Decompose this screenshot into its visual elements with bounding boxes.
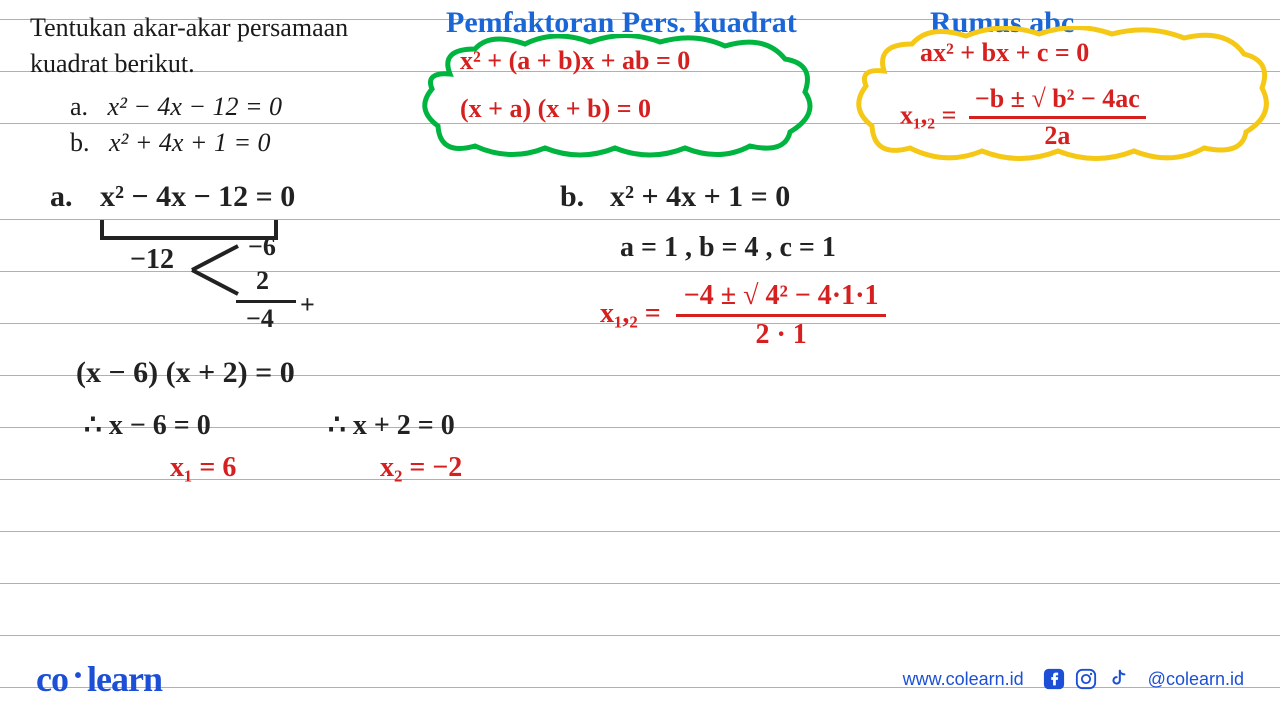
yellow-cloud-x12: x₁,₂ = −b ± √ b² − 4ac 2a — [900, 84, 1146, 151]
logo: co·learn — [36, 658, 162, 700]
work-b-den: 2 · 1 — [676, 317, 887, 351]
work-b-label: b. — [560, 180, 584, 214]
work-b-eq: x² + 4x + 1 = 0 — [610, 180, 790, 214]
yellow-den: 2a — [969, 119, 1146, 151]
work-a-minus12: −12 — [130, 244, 174, 276]
branch-icon — [188, 240, 248, 300]
item-a-label: a. — [70, 92, 88, 121]
work-a-there2: ∴ x + 2 = 0 — [328, 408, 455, 442]
green-cloud-line1: x² + (a + b)x + ab = 0 — [460, 46, 690, 76]
branch-bot: 2 — [256, 266, 269, 296]
website-link[interactable]: www.colearn.id — [903, 669, 1024, 690]
yellow-num: −b ± √ b² − 4ac — [969, 84, 1146, 119]
branch-top: −6 — [248, 232, 276, 262]
facebook-icon[interactable] — [1042, 667, 1066, 691]
work-a-eq: x² − 4x − 12 = 0 — [100, 180, 295, 214]
item-a-eq: x² − 4x − 12 = 0 — [108, 92, 283, 121]
item-b-label: b. — [70, 128, 90, 157]
tiktok-icon[interactable] — [1106, 667, 1130, 691]
work-b-num: −4 ± √ 4² − 4·1·1 — [676, 280, 887, 317]
yellow-x12-label: x₁,₂ = — [900, 100, 956, 129]
work-a-x2: x₂ = −2 — [380, 452, 462, 484]
work-b-formula: x₁,₂ = −4 ± √ 4² − 4·1·1 2 · 1 — [600, 280, 886, 351]
social-handle[interactable]: @colearn.id — [1148, 669, 1244, 690]
branch-sum: −4 — [246, 304, 274, 334]
footer: co·learn www.colearn.id @colearn.id — [0, 658, 1280, 700]
work-a-x1: x₁ = 6 — [170, 452, 236, 484]
work-b-coeffs: a = 1 , b = 4 , c = 1 — [620, 232, 836, 264]
work-a-there1: ∴ x − 6 = 0 — [84, 408, 211, 442]
logo-learn: learn — [87, 659, 162, 699]
instagram-icon[interactable] — [1074, 667, 1098, 691]
branch-plus: + — [300, 290, 315, 320]
yellow-cloud-line1: ax² + bx + c = 0 — [920, 38, 1089, 68]
work-a-factored: (x − 6) (x + 2) = 0 — [76, 356, 295, 390]
social-icons — [1042, 667, 1130, 691]
item-b-eq: x² + 4x + 1 = 0 — [109, 128, 271, 157]
green-cloud-line2: (x + a) (x + b) = 0 — [460, 94, 651, 124]
work-a-label: a. — [50, 180, 73, 214]
branch-sum-line — [236, 300, 296, 303]
logo-co: co — [36, 659, 68, 699]
work-b-x12-label: x₁,₂ = — [600, 298, 661, 329]
